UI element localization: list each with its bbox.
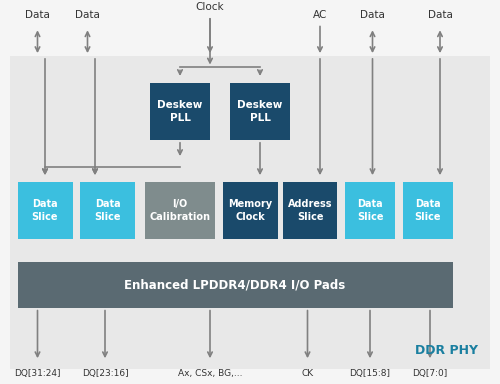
FancyBboxPatch shape: [150, 83, 210, 140]
FancyBboxPatch shape: [222, 182, 278, 239]
Text: Data
Slice: Data Slice: [414, 199, 441, 222]
FancyBboxPatch shape: [10, 56, 490, 369]
Text: DQ[7:0]: DQ[7:0]: [412, 369, 448, 378]
Text: CK: CK: [302, 369, 314, 378]
Text: Memory
Clock: Memory Clock: [228, 199, 272, 222]
Text: Enhanced LPDDR4/DDR4 I/O Pads: Enhanced LPDDR4/DDR4 I/O Pads: [124, 278, 346, 291]
Text: Data: Data: [360, 10, 385, 20]
Text: Deskew
PLL: Deskew PLL: [158, 100, 202, 122]
Text: DQ[15:8]: DQ[15:8]: [350, 369, 391, 378]
FancyBboxPatch shape: [345, 182, 395, 239]
Text: Data: Data: [75, 10, 100, 20]
Text: Deskew
PLL: Deskew PLL: [238, 100, 282, 122]
Text: Clock: Clock: [196, 2, 224, 12]
Text: Data
Slice: Data Slice: [357, 199, 384, 222]
Text: Data: Data: [25, 10, 50, 20]
FancyBboxPatch shape: [282, 182, 338, 239]
Text: DQ[23:16]: DQ[23:16]: [82, 369, 128, 378]
FancyBboxPatch shape: [145, 182, 215, 239]
Text: Data: Data: [428, 10, 452, 20]
FancyBboxPatch shape: [402, 182, 452, 239]
FancyBboxPatch shape: [18, 262, 452, 308]
Text: Ax, CSx, BG,...: Ax, CSx, BG,...: [178, 369, 242, 378]
FancyBboxPatch shape: [18, 182, 72, 239]
Text: Data
Slice: Data Slice: [32, 199, 58, 222]
Text: Address
Slice: Address Slice: [288, 199, 332, 222]
Text: DQ[31:24]: DQ[31:24]: [14, 369, 61, 378]
FancyBboxPatch shape: [230, 83, 290, 140]
Text: Data
Slice: Data Slice: [94, 199, 121, 222]
Text: DDR PHY: DDR PHY: [415, 344, 478, 357]
Text: I/O
Calibration: I/O Calibration: [150, 199, 210, 222]
FancyBboxPatch shape: [80, 182, 135, 239]
Text: AC: AC: [313, 10, 327, 20]
